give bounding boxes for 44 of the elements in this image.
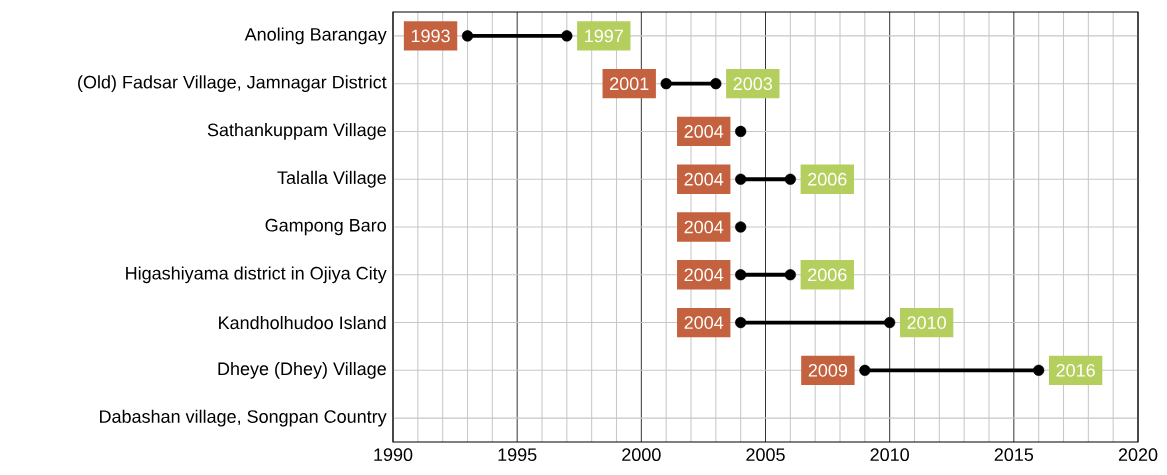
- point: [1033, 364, 1045, 376]
- x-tick-label: 2005: [746, 448, 785, 462]
- data-label: 2004: [684, 220, 724, 234]
- data-label: 2010: [907, 316, 946, 329]
- x-tick-label: 2015: [994, 448, 1034, 462]
- point: [735, 221, 747, 233]
- data-label: 1993: [411, 29, 450, 43]
- point: [735, 269, 747, 281]
- point: [884, 316, 896, 329]
- point: [784, 269, 796, 281]
- data-label: 2004: [684, 316, 724, 329]
- point: [859, 364, 871, 376]
- y-tick-label: Gampong Baro: [265, 218, 386, 236]
- point: [710, 78, 722, 90]
- data-label: 2004: [684, 125, 724, 138]
- data-label: 2004: [684, 268, 724, 282]
- data-label: 2001: [610, 77, 649, 91]
- data-label: 2009: [808, 363, 848, 377]
- y-tick-label: Talalla Village: [277, 170, 386, 188]
- y-tick-label: Higashiyama district in Ojiya City: [126, 266, 387, 284]
- x-tick-label: 2020: [1118, 448, 1158, 462]
- data-label: 2006: [808, 268, 847, 282]
- y-tick-label: (Old) Fadsar Village, Jamnagar District: [78, 75, 387, 93]
- y-tick-label: Dheye (Dhey) Village: [218, 361, 386, 379]
- x-tick-label: 1990: [374, 448, 413, 462]
- point: [735, 125, 747, 138]
- data-label: 2016: [1056, 363, 1095, 377]
- x-tick-label: 1995: [498, 448, 537, 462]
- point: [561, 30, 573, 42]
- point: [784, 173, 796, 185]
- x-tick-label: 2000: [622, 448, 661, 462]
- data-label: 1997: [585, 29, 623, 43]
- point: [461, 30, 474, 42]
- y-tick-label: Dabashan village, Songpan Country: [100, 409, 387, 427]
- data-label: 2004: [684, 172, 724, 186]
- point: [735, 173, 747, 185]
- point: [660, 78, 672, 90]
- x-tick-label: 2010: [870, 448, 909, 462]
- point: [735, 316, 747, 329]
- y-tick-label: Kandholhudoo Island: [219, 315, 386, 330]
- y-tick-label: Sathankuppam Village: [207, 123, 386, 140]
- y-tick-label: Anoling Barangay: [244, 27, 387, 45]
- data-label: 2006: [808, 172, 847, 186]
- data-label: 2003: [733, 77, 773, 91]
